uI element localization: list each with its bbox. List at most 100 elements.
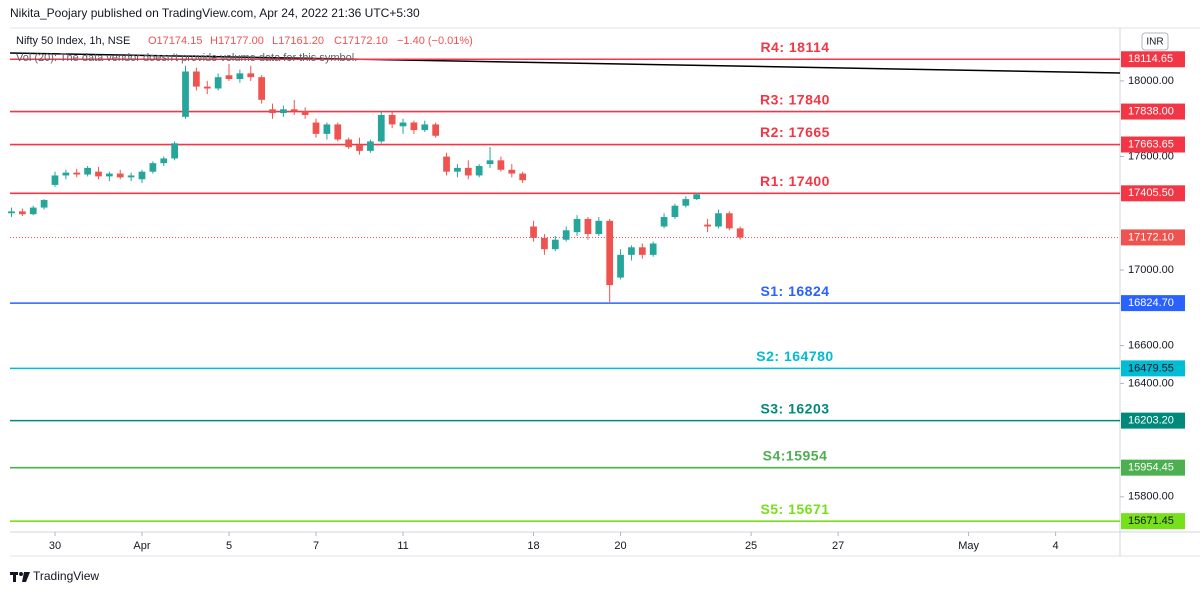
- level-name: R2: 17665: [760, 124, 830, 140]
- layer-candles: [8, 63, 744, 303]
- candle-body: [116, 173, 124, 178]
- publisher-note: Nikita_Poojary published on TradingView.…: [10, 6, 420, 20]
- level-price-label: 18114.65: [1128, 53, 1173, 65]
- trendline: [9, 52, 1121, 74]
- logo-slash: [22, 572, 30, 582]
- candle-body: [105, 173, 113, 177]
- candle-body: [388, 114, 396, 125]
- x-tick-label: 25: [745, 540, 757, 552]
- candle-body: [312, 122, 320, 134]
- plot-area: [10, 28, 1120, 532]
- candle-body: [530, 226, 537, 238]
- legend-close: C17172.10: [334, 35, 388, 47]
- candle-body: [193, 71, 200, 87]
- candle-body: [443, 156, 450, 172]
- last-price-box: [1121, 229, 1185, 246]
- candle-body: [236, 73, 244, 80]
- x-tick-label: 5: [226, 540, 232, 552]
- candle-body: [51, 175, 59, 185]
- candle-body: [475, 166, 483, 176]
- legend-open: O17174.15: [148, 35, 202, 47]
- candle-body: [290, 109, 298, 112]
- candle-body: [225, 75, 233, 80]
- level-name: S5: 15671: [760, 501, 829, 517]
- candle-body: [127, 175, 135, 178]
- candle-body: [606, 220, 614, 286]
- candle-body: [269, 109, 276, 114]
- candle-body: [454, 167, 461, 172]
- candle-body: [638, 247, 646, 255]
- candle-body: [345, 139, 353, 148]
- legend: Nifty 50 Index, 1h, NSE O17174.15 H17177…: [16, 35, 473, 64]
- candle-body: [660, 217, 668, 227]
- candle-body: [377, 114, 385, 142]
- candle-body: [541, 237, 548, 250]
- candle-body: [8, 211, 15, 214]
- level-price-box: [1121, 459, 1185, 476]
- candle-body: [214, 77, 222, 89]
- candle-body: [62, 172, 70, 176]
- candle-body: [247, 73, 255, 78]
- y-tick-label: 17000.00: [1128, 264, 1174, 276]
- y-tick-label: 17600.00: [1128, 150, 1174, 162]
- layer-levels: [9, 52, 1121, 522]
- y-tick-label: 16400.00: [1128, 377, 1174, 389]
- candle-body: [73, 172, 81, 175]
- level-name: R4: 18114: [760, 39, 829, 55]
- candle-body: [334, 124, 342, 140]
- level-price-label: 17663.65: [1128, 138, 1174, 150]
- x-tick-label: 11: [397, 540, 408, 552]
- x-tick-label: Apr: [133, 540, 150, 552]
- candle-body: [508, 169, 516, 174]
- level-name: S1: 16824: [760, 283, 829, 299]
- logo-stem: [13, 572, 16, 582]
- candle-body: [149, 163, 157, 172]
- candle-body: [410, 122, 418, 131]
- y-tick-label: 16600.00: [1128, 340, 1174, 352]
- level-name: S3: 16203: [760, 400, 829, 416]
- candle-body: [486, 160, 494, 165]
- x-tick-label: 20: [614, 540, 626, 552]
- candle-body: [562, 230, 570, 240]
- y-tick-label: 15800.00: [1128, 491, 1174, 503]
- legend-change: −1.40 (−0.01%): [397, 35, 473, 47]
- candle-body: [432, 124, 440, 136]
- candle-body: [551, 239, 559, 250]
- candle-body: [138, 171, 146, 180]
- candle-body: [573, 218, 581, 233]
- level-name: R3: 17840: [760, 91, 830, 107]
- candle-body: [649, 243, 657, 255]
- currency-label: INR: [1146, 37, 1163, 48]
- candle-body: [497, 160, 505, 170]
- candle-body: [584, 218, 592, 235]
- logo-dot: [19, 572, 23, 576]
- level-price-box: [1121, 51, 1185, 68]
- last-price-label: 17172.10: [1128, 231, 1174, 243]
- level-price-label: 16824.70: [1128, 297, 1174, 309]
- x-tick-label: May: [958, 540, 979, 552]
- footer-brand: TradingView: [33, 569, 99, 583]
- level-price-box: [1121, 360, 1185, 377]
- x-tick-label: 27: [832, 540, 844, 552]
- candle-body: [682, 199, 690, 206]
- legend-low: L17161.20: [272, 35, 324, 47]
- level-price-label: 16479.55: [1128, 362, 1174, 374]
- candle-body: [421, 124, 429, 131]
- level-price-label: 17405.50: [1128, 187, 1174, 199]
- level-name: S2: 164780: [756, 348, 833, 364]
- level-price-label: 15671.45: [1128, 515, 1174, 527]
- candle-body: [704, 224, 711, 227]
- legend-symbol: Nifty 50 Index, 1h, NSE: [16, 35, 130, 47]
- volume-note: Vol (20): The data vendor doesn't provid…: [16, 52, 357, 64]
- level-name: R1: 17400: [760, 173, 830, 189]
- x-tick-label: 18: [527, 540, 539, 552]
- level-price-label: 15954.45: [1128, 462, 1174, 474]
- tradingview-logo: [10, 572, 30, 582]
- candle-body: [356, 145, 363, 151]
- legend-high: H17177.00: [210, 35, 264, 47]
- candle-body: [84, 167, 91, 175]
- candle-body: [693, 194, 701, 200]
- candle-body: [715, 213, 722, 227]
